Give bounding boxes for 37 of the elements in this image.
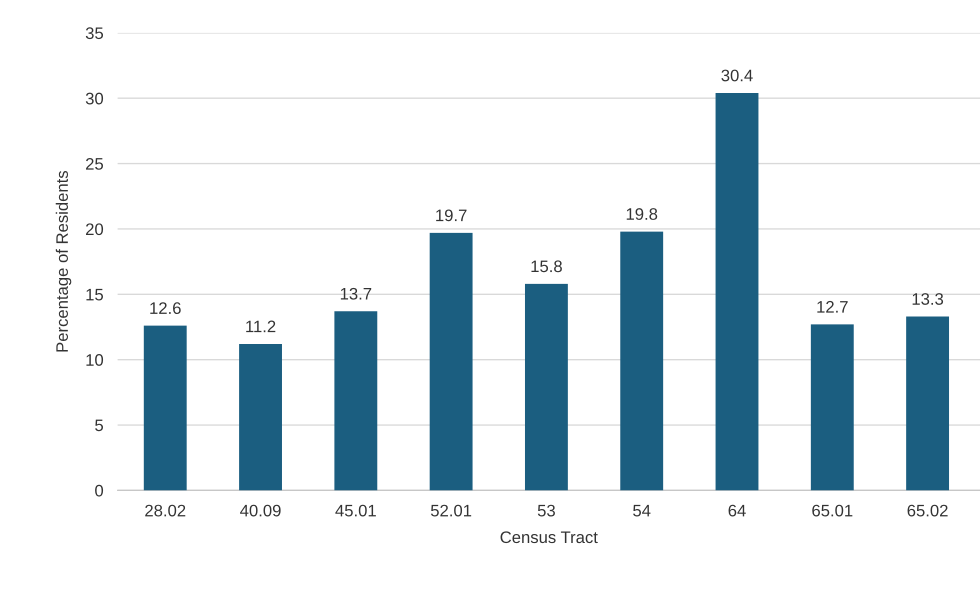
y-tick-label: 0 bbox=[95, 484, 104, 497]
x-tick-label: 53 bbox=[538, 504, 555, 516]
data-label: 11.2 bbox=[246, 320, 276, 332]
data-label: 12.6 bbox=[150, 302, 181, 314]
data-label: 15.8 bbox=[531, 260, 562, 272]
y-tick-label: 5 bbox=[95, 420, 104, 432]
bar bbox=[906, 316, 950, 490]
x-tick-label: 52.01 bbox=[430, 504, 472, 516]
bar bbox=[430, 232, 473, 490]
y-tick-label: 10 bbox=[86, 354, 104, 366]
data-label: 19.8 bbox=[626, 208, 658, 220]
x-axis-title: Census Tract bbox=[500, 531, 598, 544]
data-label: 19.7 bbox=[436, 209, 467, 222]
bar bbox=[334, 311, 378, 490]
y-tick-label: 15 bbox=[86, 288, 104, 301]
y-tick-label: 20 bbox=[86, 223, 104, 236]
bar bbox=[144, 326, 187, 490]
x-tick-label: 40.09 bbox=[240, 504, 281, 516]
data-label: 12.7 bbox=[817, 300, 848, 313]
data-label: 13.7 bbox=[340, 288, 372, 300]
data-label: 30.4 bbox=[721, 70, 753, 82]
x-tick-label: 45.01 bbox=[335, 504, 376, 516]
y-axis-title: Percentage of Residents bbox=[56, 170, 72, 352]
x-tick-label: 65.01 bbox=[812, 504, 852, 516]
bar bbox=[239, 344, 282, 490]
data-label: 13.3 bbox=[912, 293, 944, 305]
bar bbox=[810, 324, 854, 490]
y-tick-label: 30 bbox=[86, 92, 104, 104]
x-tick-label: 28.02 bbox=[145, 504, 186, 516]
y-tick-label: 35 bbox=[86, 27, 104, 40]
y-tick-label: 25 bbox=[86, 158, 104, 170]
bar bbox=[620, 232, 664, 490]
x-tick-label: 65.02 bbox=[908, 504, 948, 516]
bar bbox=[716, 93, 758, 490]
x-tick-label: 64 bbox=[728, 504, 746, 516]
bar bbox=[524, 284, 568, 490]
x-tick-label: 54 bbox=[633, 504, 650, 516]
